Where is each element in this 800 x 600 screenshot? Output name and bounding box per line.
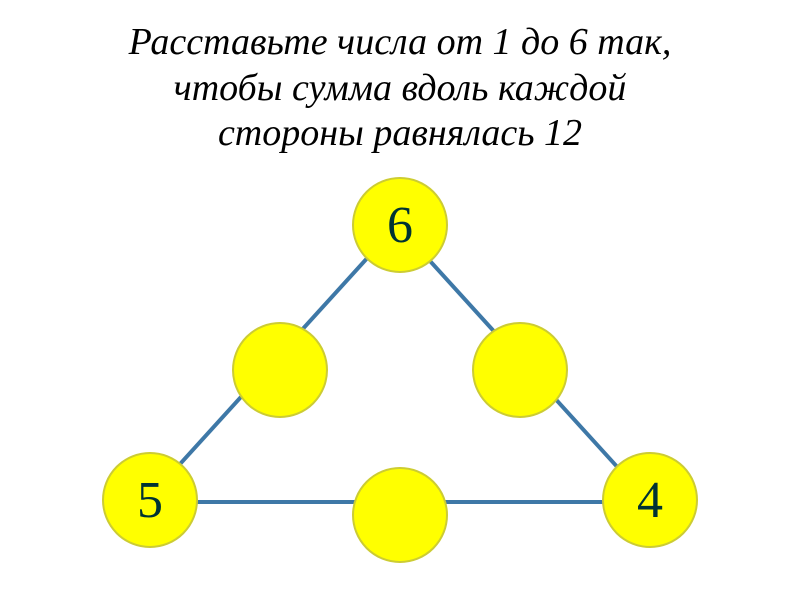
node-bottom-left: 5 (102, 452, 198, 548)
puzzle-diagram: { "title": { "lines": [ "Расставьте числ… (0, 0, 800, 600)
title-line-2: чтобы сумма вдоль каждой (0, 66, 800, 112)
node-bottom-left-label: 5 (137, 471, 163, 530)
title-line-1: Расставьте числа от 1 до 6 так, (0, 20, 800, 66)
node-top-label: 6 (387, 196, 413, 255)
puzzle-title: Расставьте числа от 1 до 6 так, чтобы су… (0, 20, 800, 157)
node-left-mid (232, 322, 328, 418)
node-bottom-mid (352, 467, 448, 563)
node-right-mid (472, 322, 568, 418)
node-bottom-right: 4 (602, 452, 698, 548)
title-line-3: стороны равнялась 12 (0, 111, 800, 157)
node-top: 6 (352, 177, 448, 273)
node-bottom-right-label: 4 (637, 471, 663, 530)
